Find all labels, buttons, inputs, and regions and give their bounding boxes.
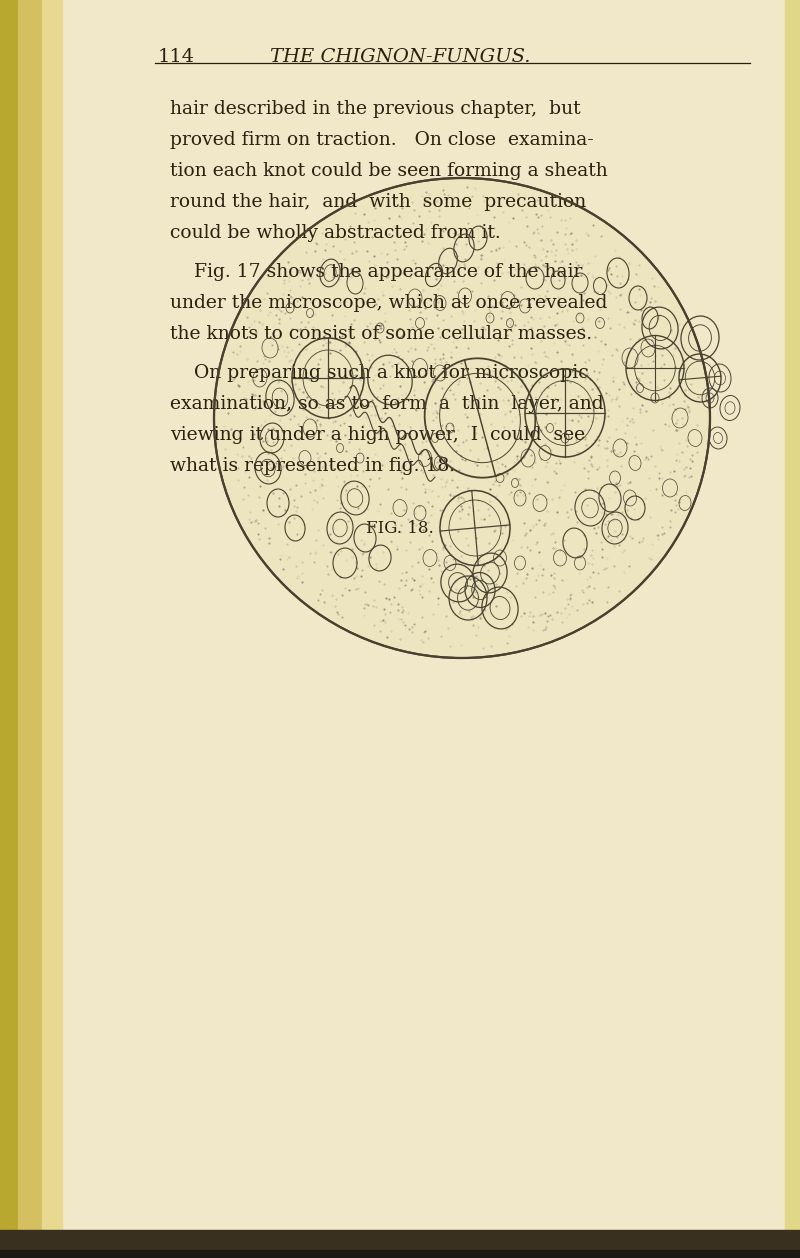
Text: THE CHIGNON-FUNGUS.: THE CHIGNON-FUNGUS. (270, 48, 530, 65)
Text: the knots to consist of some cellular masses.: the knots to consist of some cellular ma… (170, 325, 592, 343)
Text: round the hair,  and  with  some  precaution: round the hair, and with some precaution (170, 192, 586, 211)
Text: viewing it under a high power,  I  could  see: viewing it under a high power, I could s… (170, 426, 585, 444)
Text: could be wholly abstracted from it.: could be wholly abstracted from it. (170, 224, 501, 242)
Text: tion each knot could be seen forming a sheath: tion each knot could be seen forming a s… (170, 162, 608, 180)
Ellipse shape (214, 177, 710, 658)
Text: examination, so as to  form  a  thin  layer, and: examination, so as to form a thin layer,… (170, 395, 604, 413)
Text: what is represented in fig. 18.: what is represented in fig. 18. (170, 457, 455, 476)
Text: FIG. 18.: FIG. 18. (366, 520, 434, 537)
Text: On preparing such a knot for microscopic: On preparing such a knot for microscopic (170, 364, 589, 382)
Text: Fig. 17 shows the appearance of the hair: Fig. 17 shows the appearance of the hair (170, 263, 582, 281)
Text: proved firm on traction.   On close  examina-: proved firm on traction. On close examin… (170, 131, 594, 148)
Text: hair described in the previous chapter,  but: hair described in the previous chapter, … (170, 99, 581, 118)
Text: under the microscope, which at once revealed: under the microscope, which at once reve… (170, 294, 607, 312)
Text: 114: 114 (158, 48, 195, 65)
